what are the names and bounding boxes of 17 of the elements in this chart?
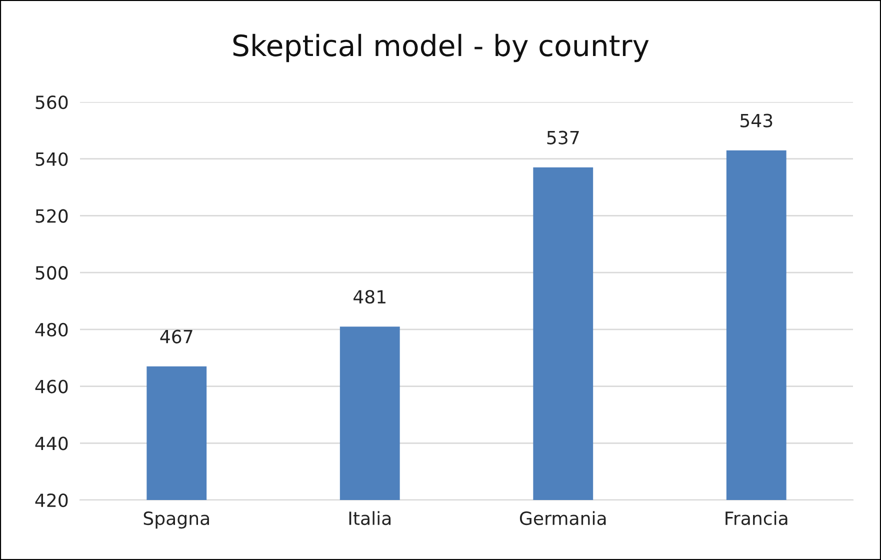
y-tick-label: 440: [35, 436, 68, 450]
y-tick-label: 500: [36, 266, 68, 280]
y-tick-label: 420: [35, 493, 68, 508]
y-tick-label: 520: [36, 209, 68, 223]
chart-title: Skeptical model - by country: [233, 34, 649, 62]
y-tick-label: 560: [36, 95, 68, 110]
x-tick-label: Francia: [726, 511, 788, 526]
y-tick-label: 480: [35, 322, 68, 337]
data-label: 543: [740, 114, 772, 128]
x-tick-label: Italia: [349, 511, 391, 526]
data-label: 481: [354, 290, 386, 304]
y-tick-label: 540: [36, 152, 68, 166]
x-tick-label: Germania: [520, 511, 606, 526]
data-label: 467: [160, 330, 192, 344]
y-tick-label: 460: [35, 380, 68, 394]
data-label: 537: [547, 130, 579, 144]
x-tick-label: Spagna: [144, 511, 209, 529]
